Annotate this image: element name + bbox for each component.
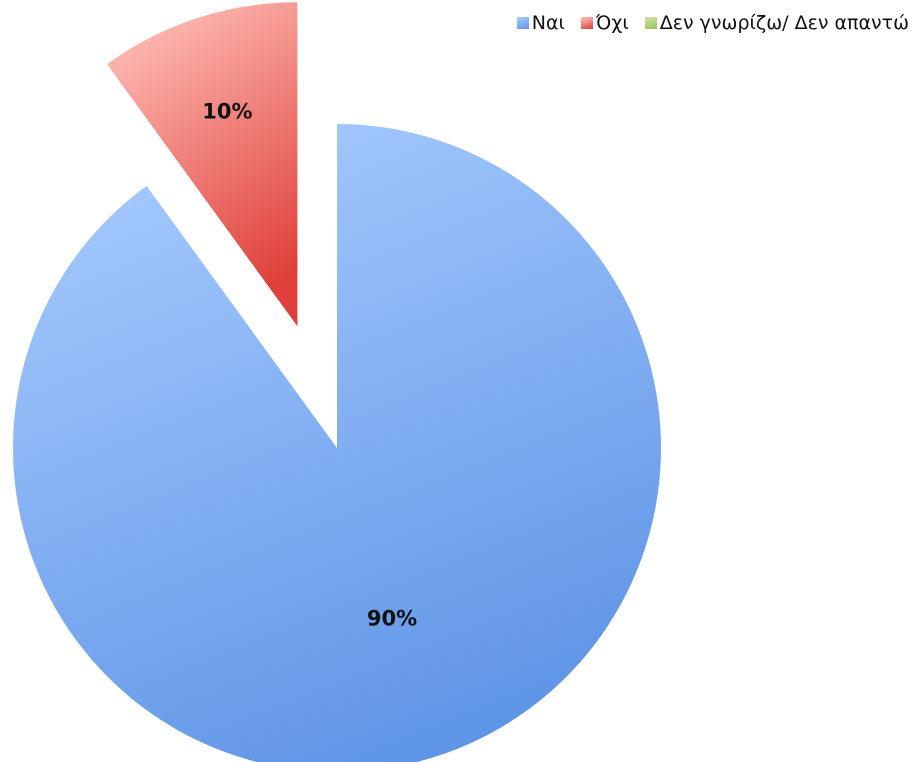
legend-swatch-dont-know (644, 17, 657, 29)
legend: Ναι Όχι Δεν γνωρίζω/ Δεν απαντώ (516, 12, 909, 34)
legend-item-dont-know: Δεν γνωρίζω/ Δεν απαντώ (644, 12, 909, 34)
legend-swatch-yes (516, 17, 529, 29)
legend-label-no: Όχι (595, 12, 629, 34)
legend-swatch-no (580, 17, 593, 29)
legend-label-yes: Ναι (531, 12, 565, 34)
data-label-yes: 90% (367, 606, 417, 630)
pie-slice-yes (13, 124, 661, 762)
legend-item-yes: Ναι (516, 12, 565, 34)
pie-slice-no (107, 2, 298, 327)
legend-item-no: Όχι (580, 12, 629, 34)
legend-label-dont-know: Δεν γνωρίζω/ Δεν απαντώ (659, 12, 909, 34)
data-label-no: 10% (202, 100, 252, 124)
